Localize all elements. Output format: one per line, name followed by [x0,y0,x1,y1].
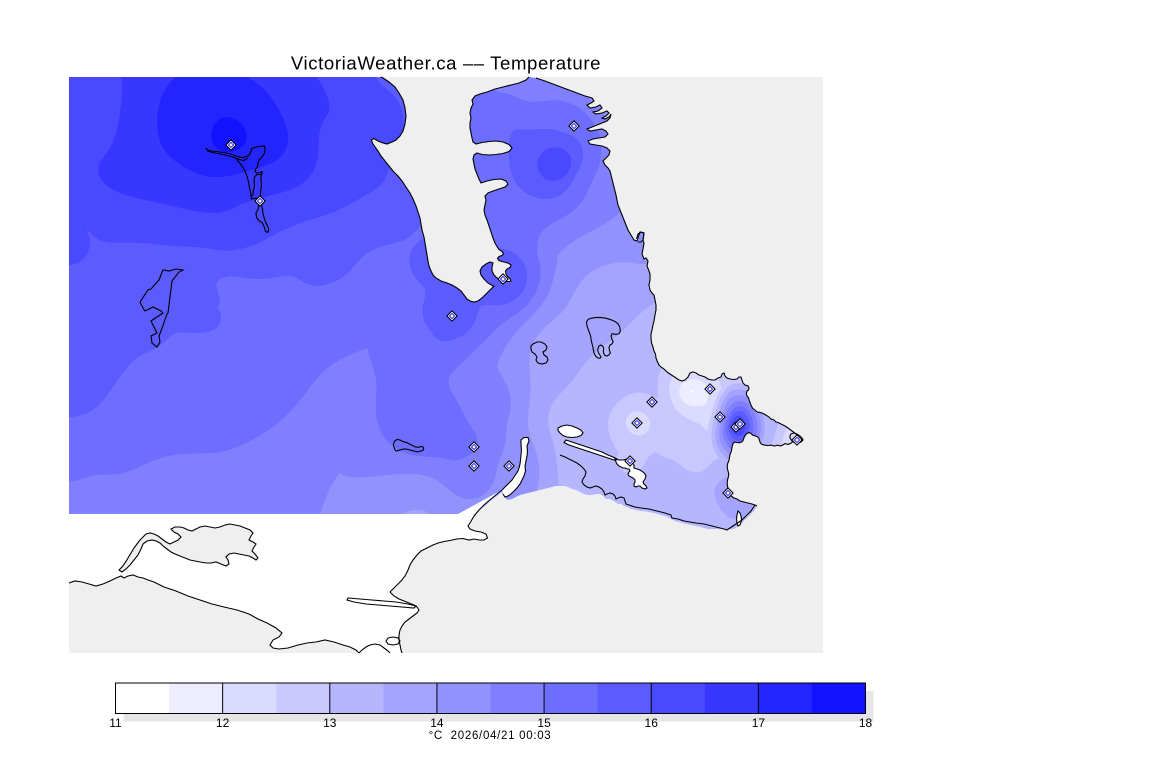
svg-text:17: 17 [752,716,766,730]
svg-text:13: 13 [323,716,337,730]
svg-text:18: 18 [859,716,873,730]
svg-text:12: 12 [216,716,230,730]
svg-text:°C 2026/04/21 00:03: °C 2026/04/21 00:03 [429,730,552,742]
svg-text:11: 11 [109,716,122,730]
svg-text:15: 15 [537,716,551,730]
svg-text:VictoriaWeather.ca –– Temperat: VictoriaWeather.ca –– Temperature [291,53,601,74]
svg-text:16: 16 [645,716,659,730]
svg-text:14: 14 [430,716,444,730]
